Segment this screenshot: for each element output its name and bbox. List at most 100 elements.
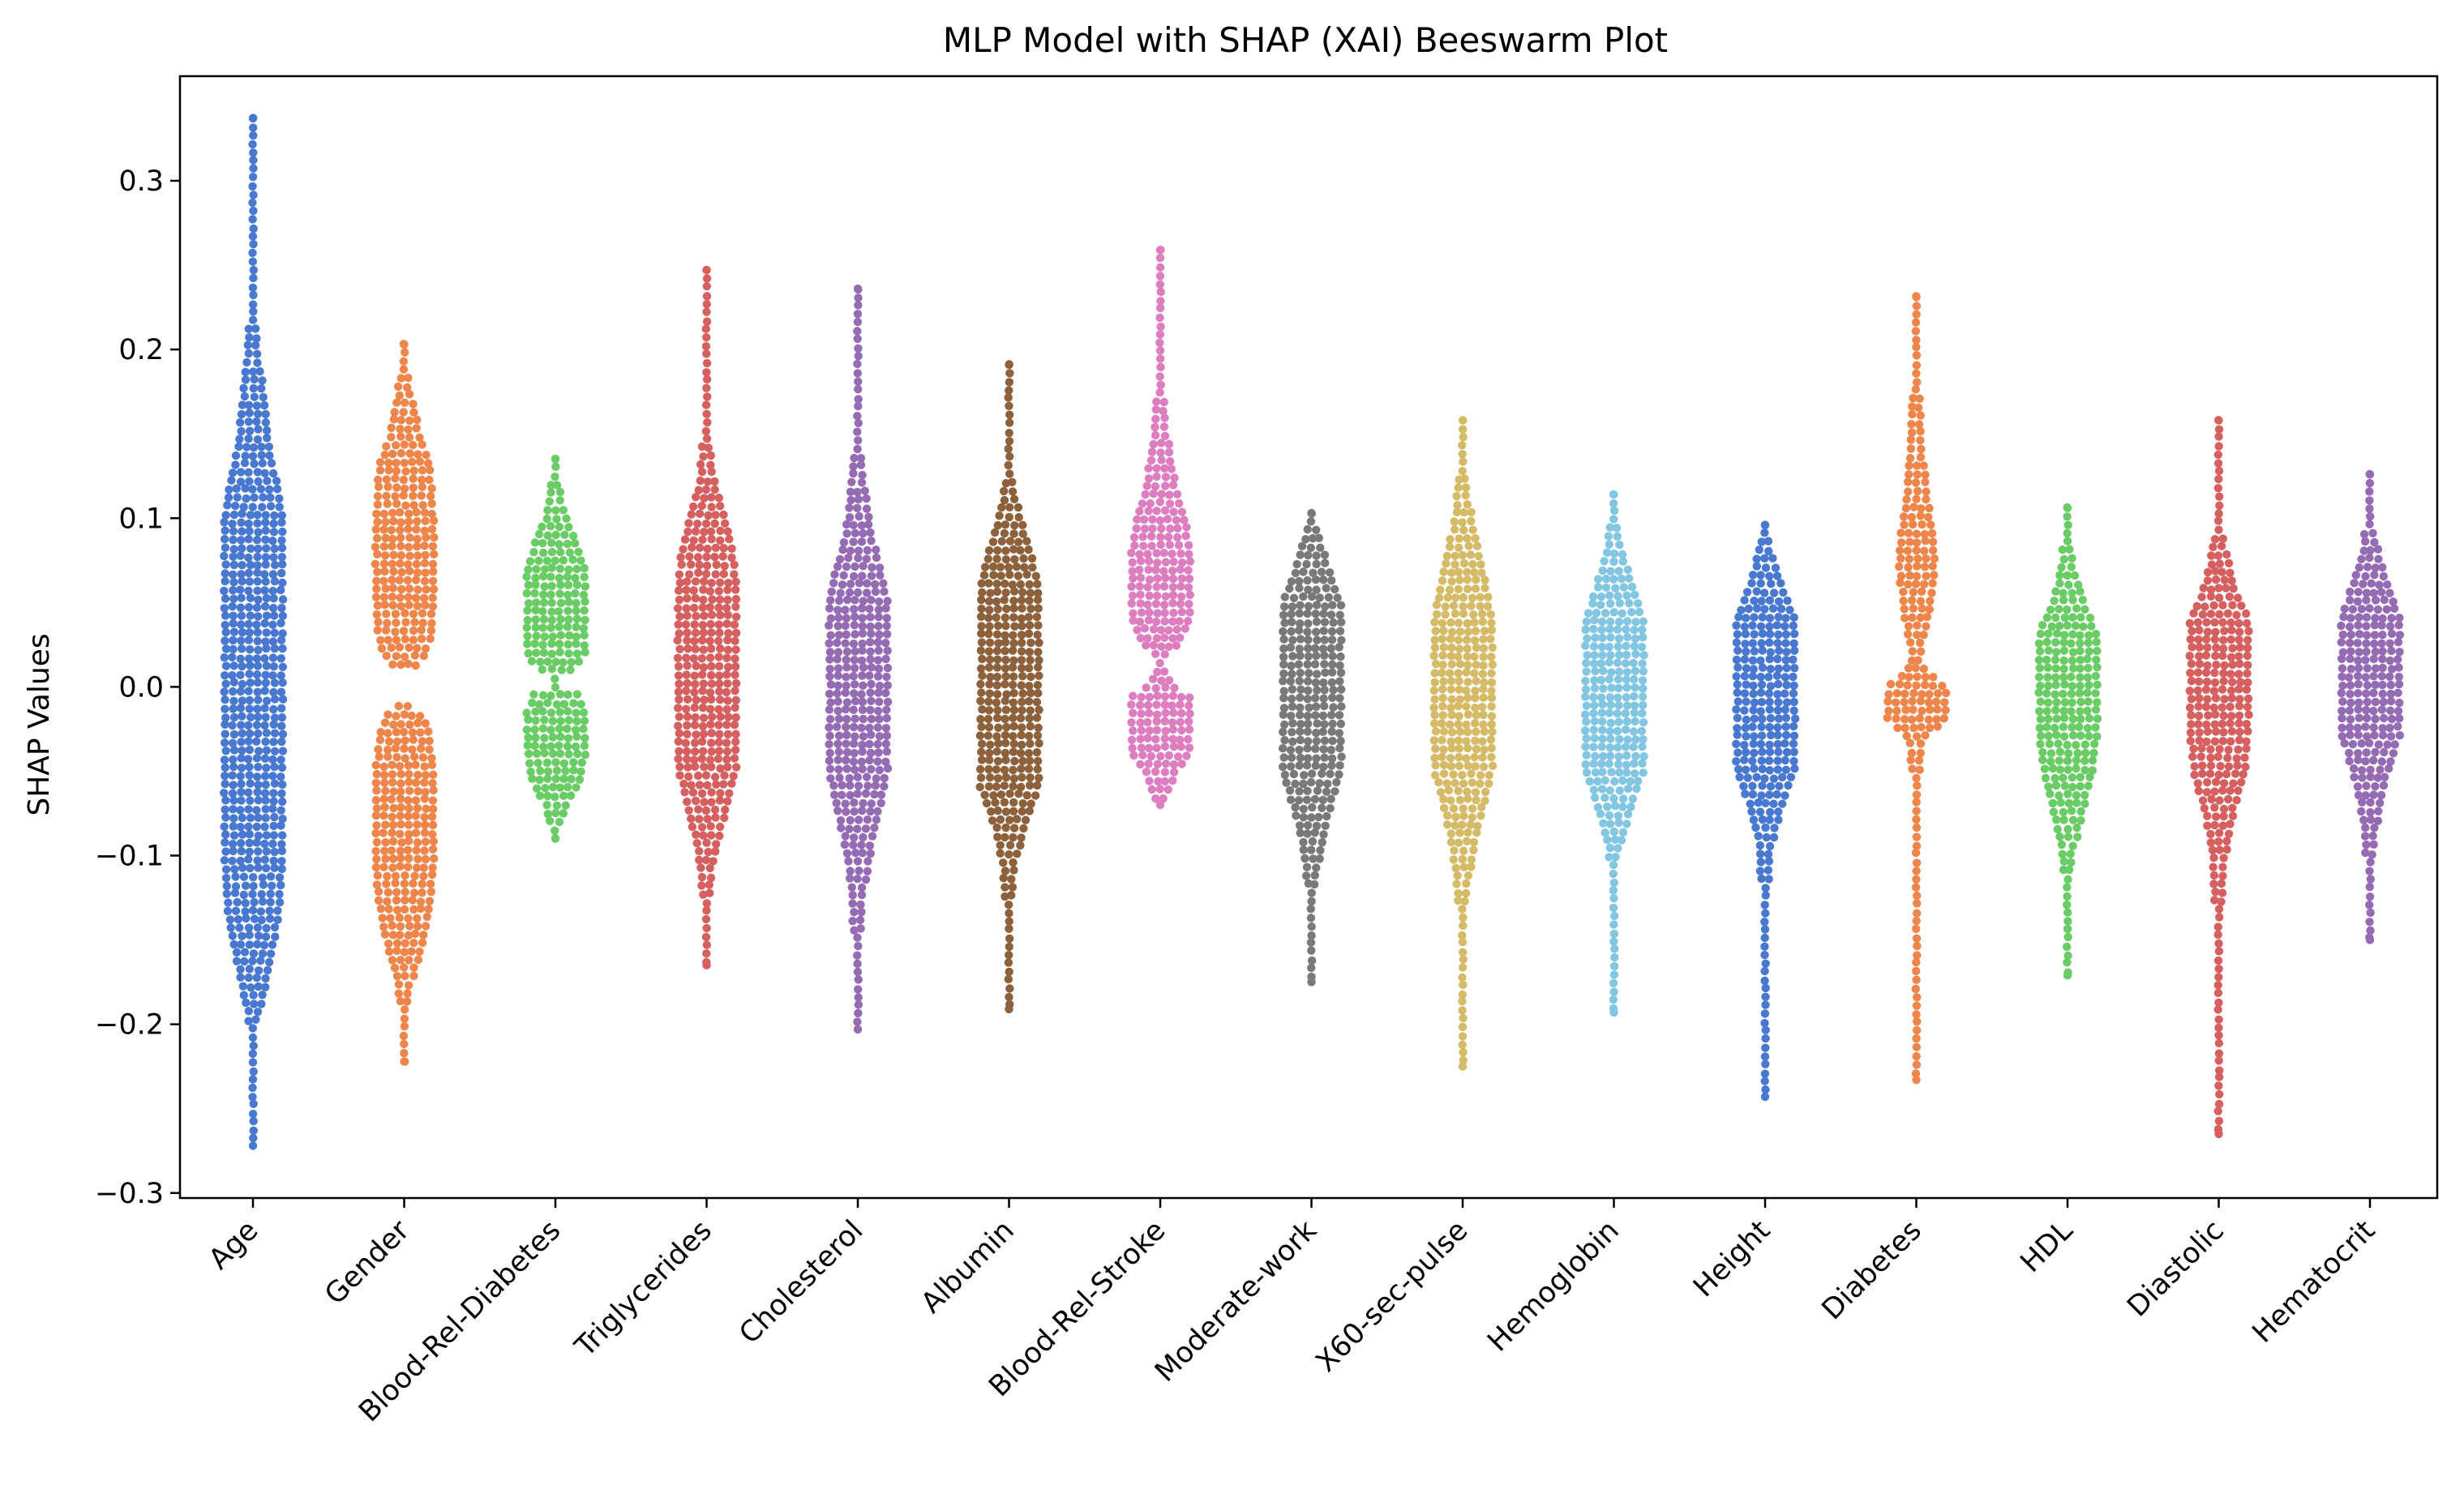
data-point xyxy=(1634,599,1643,608)
data-point xyxy=(2224,794,2233,804)
data-point xyxy=(1337,618,1346,627)
data-point xyxy=(429,770,438,779)
data-point xyxy=(257,451,266,460)
data-point xyxy=(531,573,540,583)
data-point xyxy=(1009,656,1018,665)
data-point xyxy=(418,466,427,475)
data-point xyxy=(566,791,576,800)
data-point xyxy=(731,636,739,645)
data-point xyxy=(2359,546,2368,555)
data-point xyxy=(1000,798,1009,807)
data-point xyxy=(842,849,852,858)
data-point xyxy=(1618,802,1627,811)
data-point xyxy=(2371,680,2380,690)
data-point xyxy=(2194,635,2203,644)
data-point xyxy=(986,673,995,682)
data-point xyxy=(401,348,409,357)
data-point xyxy=(248,1110,258,1119)
data-point xyxy=(426,888,435,896)
data-point xyxy=(248,1033,258,1042)
data-point xyxy=(388,508,397,517)
data-point xyxy=(2386,757,2395,766)
data-point xyxy=(1459,457,1468,466)
data-point xyxy=(414,450,422,459)
data-point xyxy=(418,440,426,449)
data-point xyxy=(2222,845,2231,854)
data-point xyxy=(244,1007,253,1016)
data-point xyxy=(714,620,723,629)
data-point xyxy=(2362,622,2371,631)
data-point xyxy=(250,999,259,1008)
data-point xyxy=(1279,720,1289,730)
data-point xyxy=(229,527,238,536)
data-point xyxy=(842,630,851,640)
data-point xyxy=(1913,951,1922,960)
data-point xyxy=(1732,757,1741,766)
data-point xyxy=(719,510,728,520)
data-point xyxy=(2202,618,2211,627)
data-point xyxy=(865,671,874,680)
data-point xyxy=(1279,762,1288,772)
data-point xyxy=(1597,742,1606,751)
data-point xyxy=(528,699,537,708)
data-point xyxy=(853,444,862,454)
data-point xyxy=(851,612,859,622)
data-point xyxy=(237,788,246,797)
data-point xyxy=(1314,533,1324,542)
data-point xyxy=(705,755,715,764)
data-point xyxy=(252,620,261,629)
data-point xyxy=(388,584,397,593)
data-point xyxy=(714,494,723,503)
data-point xyxy=(237,846,246,856)
data-point xyxy=(1617,836,1626,845)
data-point xyxy=(556,580,565,589)
data-point xyxy=(985,622,994,631)
data-point xyxy=(708,712,717,721)
data-point xyxy=(543,699,552,708)
data-point xyxy=(2234,786,2243,795)
data-point xyxy=(524,599,534,608)
data-point xyxy=(1774,597,1784,606)
data-point xyxy=(2366,772,2375,781)
data-point xyxy=(2362,647,2371,657)
data-point xyxy=(525,557,535,566)
data-point xyxy=(1622,625,1631,634)
data-point xyxy=(221,713,230,722)
data-point xyxy=(1463,500,1472,509)
data-point xyxy=(2234,745,2243,754)
data-point xyxy=(1001,748,1010,758)
data-point xyxy=(707,503,716,511)
data-point xyxy=(2346,681,2355,690)
data-point xyxy=(2203,695,2212,704)
data-point xyxy=(236,704,245,712)
data-point xyxy=(245,577,255,586)
data-point xyxy=(1773,654,1782,664)
data-point xyxy=(2201,651,2211,660)
data-point xyxy=(1463,534,1472,543)
data-point xyxy=(1760,520,1770,529)
data-point xyxy=(249,1067,258,1076)
data-point xyxy=(2377,639,2386,648)
data-point xyxy=(1774,747,1783,756)
data-point xyxy=(1322,584,1331,593)
data-point xyxy=(2379,571,2388,581)
data-point xyxy=(825,723,833,732)
data-point xyxy=(856,460,866,469)
data-point xyxy=(2225,592,2235,601)
data-point xyxy=(1783,596,1792,606)
data-point xyxy=(2385,764,2393,773)
data-point xyxy=(265,906,274,915)
data-point xyxy=(1622,701,1632,710)
data-point xyxy=(1163,533,1173,541)
data-point xyxy=(1005,934,1014,944)
data-point xyxy=(417,634,426,644)
data-point xyxy=(1638,625,1647,635)
data-point xyxy=(1444,785,1454,795)
data-point xyxy=(1590,717,1599,725)
data-point xyxy=(830,570,839,579)
data-point xyxy=(1622,641,1631,651)
data-point xyxy=(1155,800,1165,810)
data-point xyxy=(1129,708,1138,717)
data-point xyxy=(1017,681,1026,690)
data-point xyxy=(221,636,229,645)
